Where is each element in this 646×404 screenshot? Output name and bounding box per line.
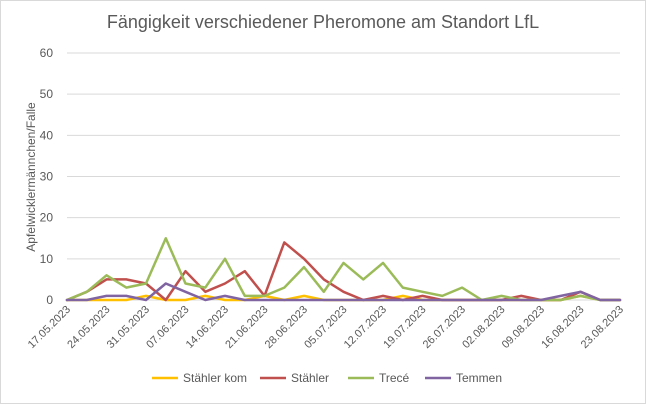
- series-line-3: [65, 282, 622, 302]
- y-tick-label: 50: [40, 87, 54, 101]
- x-tick-labels: 17.05.202324.05.202331.05.202307.06.2023…: [26, 304, 626, 351]
- legend-entry: Stähler kom: [183, 371, 247, 385]
- legend: Stähler kom Stähler Trecé Temmen: [152, 371, 502, 385]
- y-tick-label: 10: [40, 252, 54, 266]
- legend-entry: Trecé: [379, 371, 410, 385]
- series-lines: [65, 237, 622, 302]
- y-tick-labels: 0 10 20 30 40 50 60: [40, 46, 54, 307]
- y-tick-label: 20: [40, 211, 54, 225]
- y-tick-label: 30: [40, 170, 54, 184]
- legend-entry: Temmen: [456, 371, 502, 385]
- y-tick-label: 0: [46, 293, 53, 307]
- y-tick-label: 40: [40, 128, 54, 142]
- legend-entry: Stähler: [291, 371, 329, 385]
- y-axis-label: Apfelwicklermännchen/Falle: [24, 102, 38, 252]
- y-tick-label: 60: [40, 46, 54, 60]
- chart-title: Fängigkeit verschiedener Pheromone am St…: [107, 12, 539, 32]
- x-tick-label: 23.08.2023: [579, 304, 626, 351]
- series-line-1: [65, 241, 622, 302]
